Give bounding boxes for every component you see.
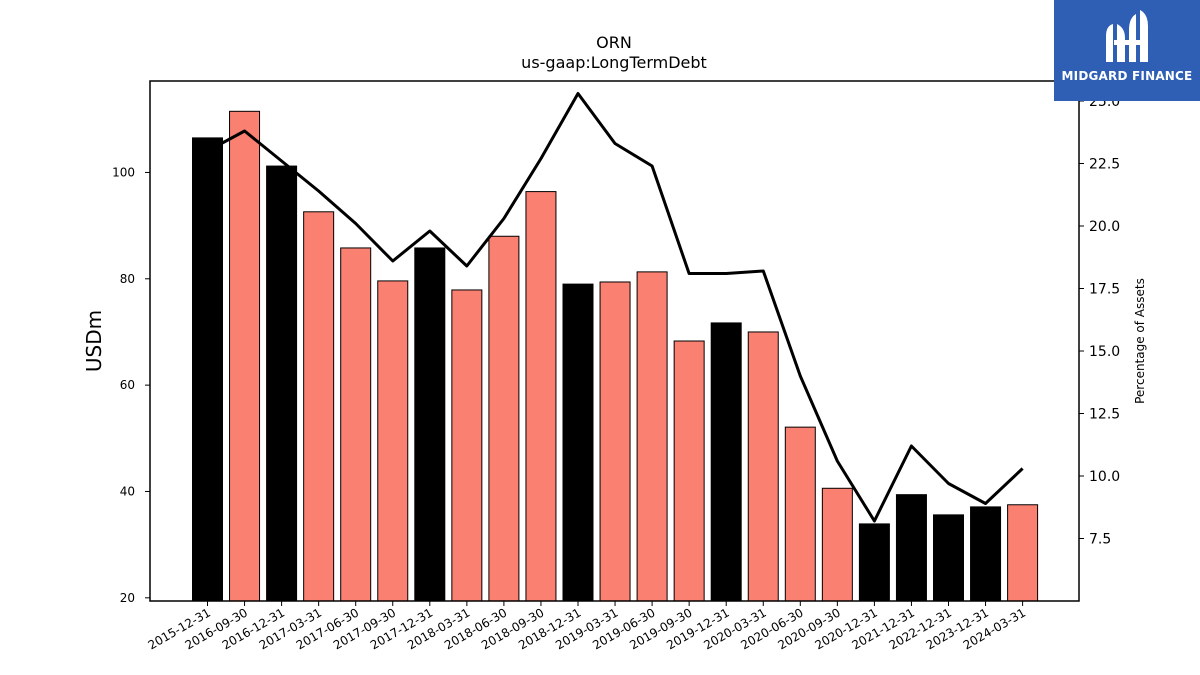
bar-2018-06-30 (488, 235, 520, 602)
bar-2020-12-31 (858, 523, 890, 602)
y2-tick-label: 12.5 (1089, 407, 1120, 423)
bar-2016-12-31 (266, 165, 298, 602)
y-tick-label: 100 (112, 165, 135, 179)
bar-2015-12-31 (192, 137, 223, 602)
percentage-line (206, 92, 1024, 523)
bar-2018-12-31 (562, 283, 594, 602)
bar-2020-09-30 (821, 487, 853, 602)
logo-mark-icon (1106, 10, 1148, 62)
midgard-finance-logo: MIDGARD FINANCE (1054, 0, 1200, 101)
y2-tick-label: 22.5 (1089, 157, 1120, 173)
bar-2019-06-30 (636, 271, 668, 602)
y-axis-label: USDm (82, 310, 106, 372)
y2-tick-label: 7.5 (1089, 532, 1111, 548)
bar-2018-03-31 (451, 289, 483, 602)
bar-2019-12-31 (710, 322, 742, 602)
chart-title: ORN (596, 33, 632, 52)
bar-2020-06-30 (784, 426, 816, 602)
y-tick-label: 60 (120, 378, 135, 392)
bar-2017-12-31 (414, 247, 446, 602)
y2-tick-label: 10.0 (1089, 469, 1120, 485)
plot-frame (149, 80, 1080, 602)
bar-2024-03-31 (1007, 504, 1039, 602)
y2-tick-label: 15.0 (1089, 344, 1120, 360)
bar-2016-09-30 (229, 110, 261, 602)
bar-2017-03-31 (303, 211, 335, 602)
logo-text: MIDGARD FINANCE (1061, 69, 1193, 83)
y-tick-label: 20 (120, 591, 135, 605)
y2-axis-label: Percentage of Assets (1133, 278, 1147, 404)
bar-2018-09-30 (525, 191, 557, 602)
chart-subtitle: us-gaap:LongTermDebt (521, 53, 707, 72)
bar-2023-12-31 (970, 506, 1002, 602)
bar-2019-09-30 (673, 340, 705, 602)
y-tick-label: 80 (120, 272, 135, 286)
y2-tick-label: 17.5 (1089, 282, 1120, 298)
y-tick-label: 40 (120, 484, 135, 498)
bar-2020-03-31 (747, 331, 779, 602)
bar-2017-09-30 (377, 280, 409, 602)
bar-2019-03-31 (599, 281, 631, 602)
bar-2022-12-31 (933, 514, 964, 602)
y2-tick-label: 20.0 (1089, 219, 1120, 235)
bar-2021-12-31 (895, 494, 927, 602)
bar-2017-06-30 (340, 247, 372, 602)
